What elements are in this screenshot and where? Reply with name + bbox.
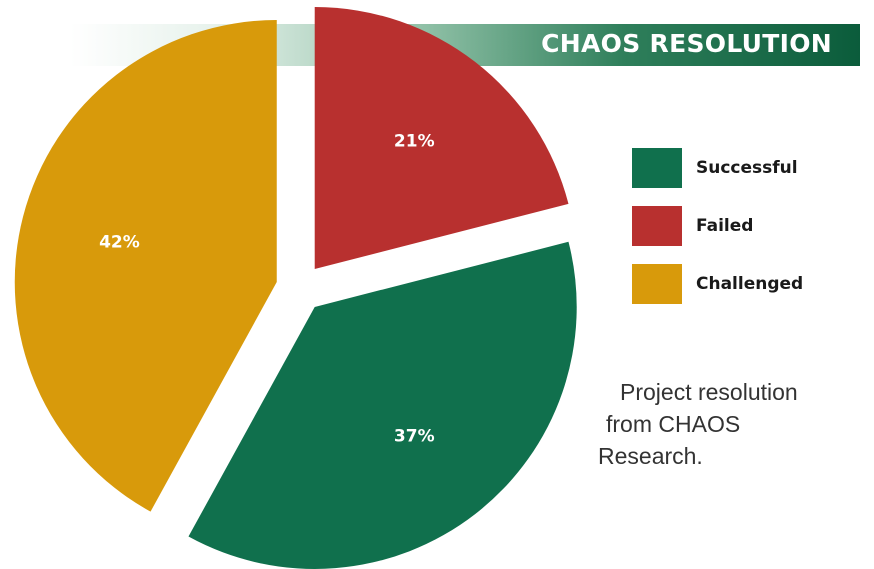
legend-item-failed: Failed xyxy=(632,206,803,246)
legend-label-successful: Successful xyxy=(696,158,798,178)
slice-label-failed: 21% xyxy=(394,132,435,152)
legend-label-challenged: Challenged xyxy=(696,274,804,294)
legend-item-successful: Successful xyxy=(632,148,803,188)
slice-label-successful: 37% xyxy=(394,426,435,446)
legend-swatch-failed xyxy=(632,206,682,246)
caption-line-1: Project resolution xyxy=(620,379,798,405)
slice-label-challenged: 42% xyxy=(99,233,140,253)
legend-item-challenged: Challenged xyxy=(632,264,803,304)
legend-label-failed: Failed xyxy=(696,216,754,236)
legend-swatch-challenged xyxy=(632,264,682,304)
chart-title: CHAOS RESOLUTION xyxy=(541,29,832,58)
caption: Project resolution from CHAOS Research. xyxy=(598,376,858,472)
pie-slice-challenged xyxy=(14,20,277,512)
pie-slice-successful xyxy=(188,241,577,569)
pie-slice-failed xyxy=(314,7,569,270)
caption-line-2: from CHAOS xyxy=(606,411,741,437)
legend-swatch-successful xyxy=(632,148,682,188)
caption-line-3: Research. xyxy=(598,443,703,469)
legend: Successful Failed Challenged xyxy=(632,148,803,322)
